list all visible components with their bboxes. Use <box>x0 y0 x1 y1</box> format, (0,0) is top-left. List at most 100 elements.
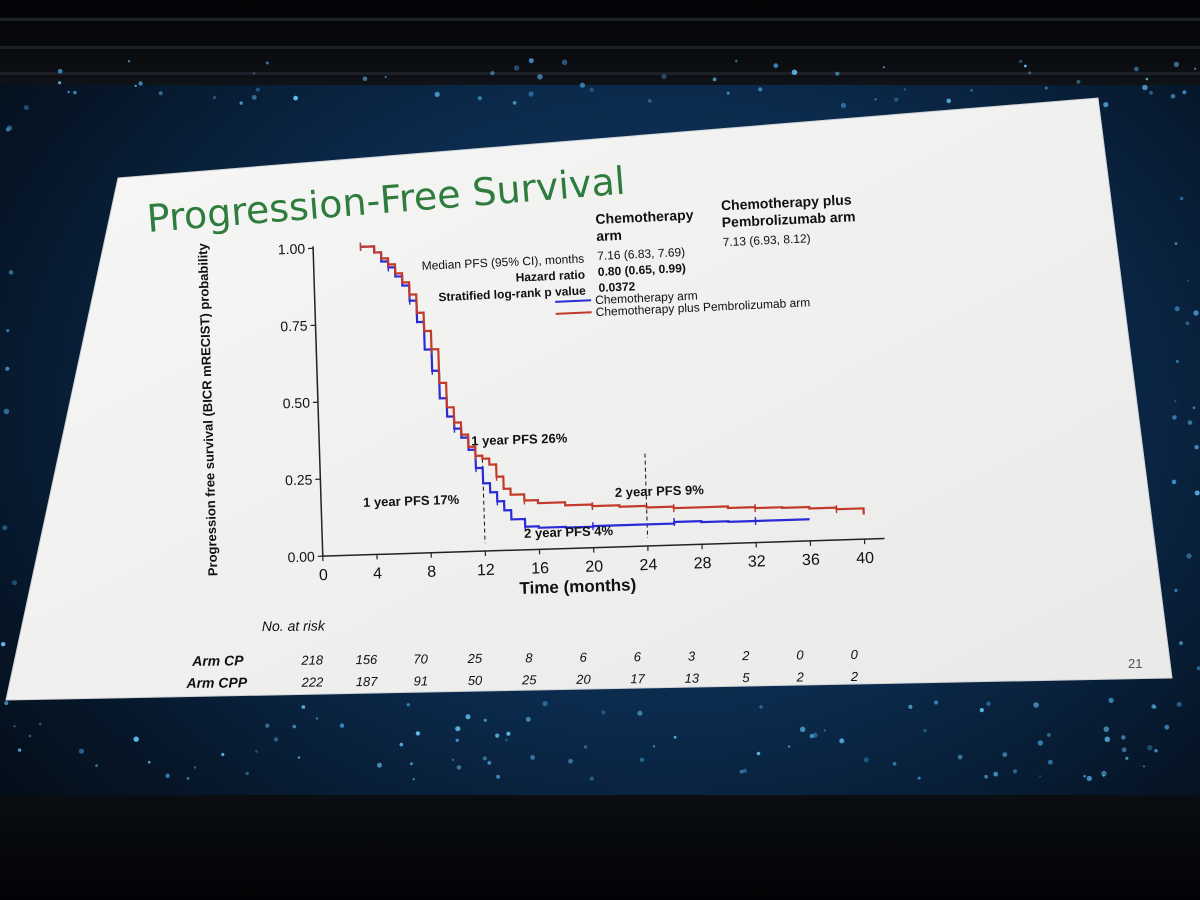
x-tick-label: 40 <box>856 550 874 568</box>
backdrop-dot <box>1164 724 1170 730</box>
backdrop-dot <box>1013 769 1017 774</box>
risk-row-label-cp: Arm CP <box>191 652 244 669</box>
stats-col-header-2-line-2: Pembrolizumab arm <box>721 208 855 230</box>
backdrop-dot <box>252 72 256 75</box>
slide-page-number: 21 <box>1128 656 1142 671</box>
backdrop-dot <box>362 76 368 82</box>
stats-col-header-1-line-2: arm <box>596 227 622 244</box>
backdrop-dot <box>934 700 939 705</box>
backdrop-dot <box>265 61 269 65</box>
backdrop-dot <box>57 68 63 74</box>
backdrop-dot <box>1194 490 1200 496</box>
backdrop-dot <box>292 724 297 729</box>
backdrop-dot <box>1186 553 1192 559</box>
risk-value-cp: 6 <box>634 649 642 664</box>
backdrop-dot <box>512 101 517 105</box>
backdrop-dot <box>147 760 151 764</box>
backdrop-dot <box>561 59 568 66</box>
risk-table-heading: No. at risk <box>262 617 326 634</box>
x-tick-label: 28 <box>693 555 711 573</box>
backdrop-dot <box>908 704 913 709</box>
backdrop-dot <box>923 728 927 733</box>
stats-row-p-value-1: 0.0372 <box>598 279 636 295</box>
backdrop-dot <box>5 366 10 371</box>
backdrop-dot <box>1194 67 1197 70</box>
backdrop-dot <box>787 745 791 748</box>
backdrop-dot <box>133 736 139 742</box>
backdrop-dot <box>1170 94 1176 99</box>
backdrop-dot <box>589 776 594 781</box>
backdrop-dot <box>742 768 747 773</box>
risk-value-cp: 0 <box>850 647 858 662</box>
backdrop-dot <box>78 748 85 754</box>
backdrop-dot <box>1101 770 1107 777</box>
backdrop-dot <box>451 758 455 761</box>
backdrop-dot <box>1174 242 1178 246</box>
stats-row-median-value-2: 7.13 (6.93, 8.12) <box>722 231 811 249</box>
slide-surface <box>5 97 1173 701</box>
backdrop-dot <box>4 701 9 706</box>
backdrop-dot <box>1180 196 1184 201</box>
risk-value-cp: 0 <box>796 647 804 662</box>
risk-value-cpp: 2 <box>796 669 805 684</box>
backdrop-dot <box>1103 726 1110 732</box>
risk-value-cpp: 222 <box>300 674 324 689</box>
curve-group <box>359 242 865 531</box>
backdrop-dot <box>1172 415 1177 420</box>
x-tick-label: 16 <box>531 560 549 578</box>
backdrop-dot <box>874 98 877 101</box>
backdrop-dot <box>1192 406 1196 410</box>
backdrop-dot <box>1147 745 1153 751</box>
risk-value-cp: 25 <box>466 651 482 666</box>
stats-row-p-label: Stratified log-rank p value <box>438 284 586 305</box>
backdrop-dot <box>661 73 667 80</box>
risk-value-cpp: 2 <box>850 669 859 684</box>
backdrop-dot <box>1176 701 1182 707</box>
backdrop-dot <box>245 771 249 776</box>
backdrop-dot <box>1083 775 1086 778</box>
backdrop-dot <box>863 757 869 763</box>
x-tick-label: 20 <box>585 558 603 576</box>
risk-value-cpp: 5 <box>742 670 750 685</box>
stats-col-header-2-line-1: Chemotherapy plus <box>721 191 852 213</box>
backdrop-dot <box>23 105 29 111</box>
stage-floor <box>0 795 1200 900</box>
backdrop-dot <box>3 408 10 415</box>
backdrop-dot <box>1134 66 1139 72</box>
risk-value-cp: 8 <box>525 650 533 665</box>
backdrop-dot <box>1187 420 1193 425</box>
backdrop-dot <box>1174 306 1180 312</box>
backdrop-dot <box>530 755 535 760</box>
backdrop-dot <box>415 731 421 736</box>
backdrop-dot <box>528 58 534 64</box>
x-axis-label: Time (months) <box>519 575 636 598</box>
backdrop-dot <box>758 87 763 92</box>
backdrop-dot <box>542 701 548 707</box>
backdrop-dot <box>823 729 827 732</box>
backdrop-dot <box>496 774 501 779</box>
risk-value-cp: 70 <box>413 651 428 666</box>
risk-table: No. at risk Arm CP Arm CPP 218 156 70 25 8 6 6… <box>185 617 859 690</box>
backdrop-dot <box>1142 84 1148 91</box>
risk-value-cpp: 20 <box>575 672 591 687</box>
risk-value-cp: 2 <box>741 648 750 663</box>
backdrop-dot <box>903 88 906 91</box>
legend-label-cp: Chemotherapy arm <box>595 288 698 307</box>
stats-row-median-value-1: 7.16 (6.83, 7.69) <box>597 245 686 263</box>
backdrop-dot <box>812 732 818 738</box>
backdrop-dot <box>1019 59 1023 64</box>
backdrop-dot <box>639 757 645 762</box>
backdrop-dot <box>406 703 410 707</box>
backdrop-dot <box>6 125 13 131</box>
backdrop-dot <box>165 773 170 778</box>
annotation-cpp-1yr: 1 year PFS 26% <box>471 430 568 448</box>
backdrop-dot <box>399 742 404 747</box>
backdrop-dot <box>1171 479 1177 485</box>
backdrop-dot <box>315 717 319 720</box>
backdrop-dot <box>1149 90 1153 95</box>
y-tick-label: 1.00 <box>278 241 306 258</box>
backdrop-dot <box>186 777 190 780</box>
stats-col-header-1-line-1: Chemotherapy <box>595 207 694 227</box>
ceiling-truss <box>0 0 1200 85</box>
x-tick-label: 24 <box>639 557 657 575</box>
